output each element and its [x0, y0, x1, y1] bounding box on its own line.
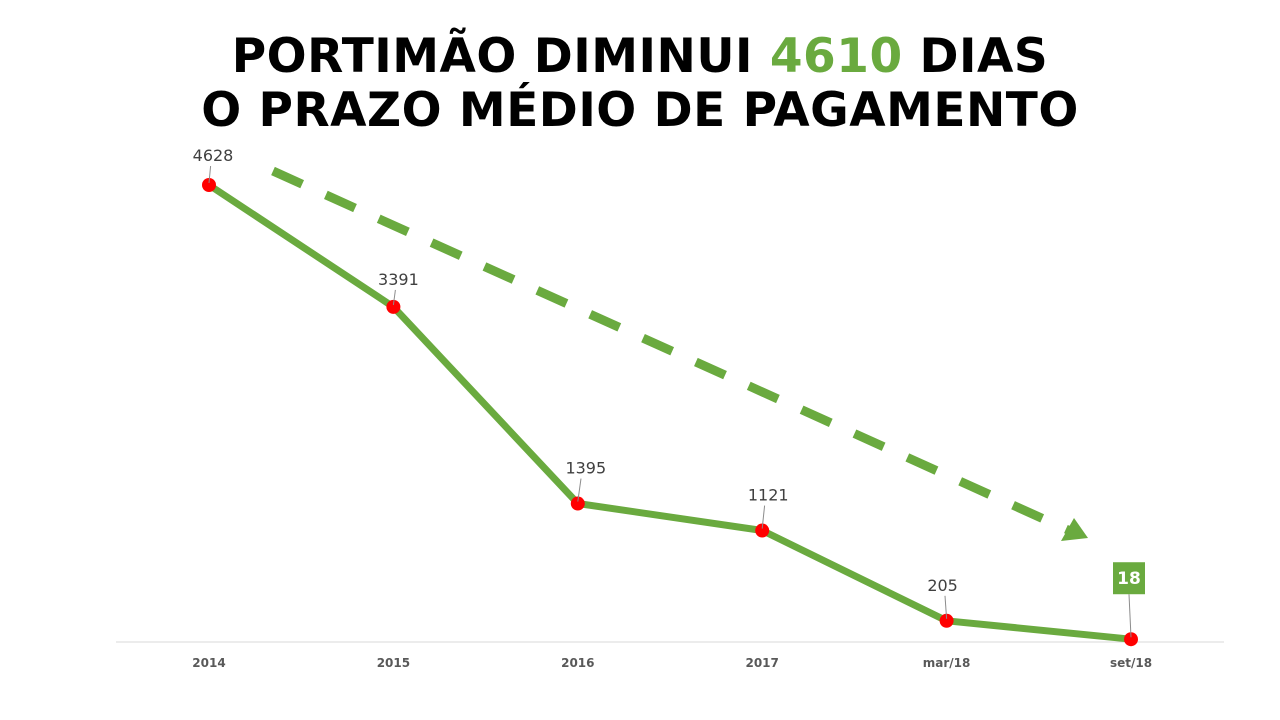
leader-line-mar-18	[944, 595, 948, 619]
chart-title: PORTIMÃO DIMINUI 4610 DIAS O PRAZO MÉDIO…	[0, 30, 1280, 138]
data-labels: 4628 3391 1395 1121 205 18	[193, 146, 1145, 638]
x-tick-set-18: set/18	[1110, 656, 1152, 670]
x-tick-2017: 2017	[745, 656, 778, 670]
data-label-2014: 4628	[193, 146, 234, 165]
x-tick-mar-18: mar/18	[923, 656, 971, 670]
highlight-callout-box	[1113, 562, 1145, 595]
data-label-2015: 3391	[378, 270, 419, 289]
data-point-set-18	[1124, 632, 1138, 647]
title-line-1-before: PORTIMÃO DIMINUI	[231, 29, 770, 84]
x-axis-ticks: 2014 2015 2016 2017 mar/18 set/18	[192, 656, 1152, 670]
leader-line-2015	[392, 289, 396, 305]
data-label-2016: 1395	[565, 459, 606, 478]
leader-line-2016	[577, 478, 582, 502]
data-label-mar-18: 205	[927, 576, 958, 595]
title-highlight-number: 4610	[769, 29, 903, 84]
trend-arrowhead	[1061, 518, 1088, 541]
leader-line-highlight	[1128, 594, 1132, 638]
data-point-2014	[202, 178, 216, 192]
leader-line-2014	[208, 165, 212, 184]
data-point-mar-18	[939, 613, 954, 628]
title-line-2: O PRAZO MÉDIO DE PAGAMENTO	[201, 83, 1079, 138]
leader-line-2017	[761, 505, 766, 529]
title-line-1: PORTIMÃO DIMINUI 4610 DIAS	[0, 30, 1280, 84]
series-layer	[202, 178, 1138, 647]
data-point-2015	[386, 299, 401, 314]
series-line	[205, 181, 1135, 643]
data-label-2017: 1121	[748, 486, 789, 505]
data-point-2016	[570, 496, 585, 511]
x-tick-2016: 2016	[561, 656, 594, 670]
highlight-callout-value: 18	[1117, 569, 1141, 589]
data-point-2017	[755, 523, 770, 538]
x-tick-2015: 2015	[377, 656, 410, 670]
trend-arrow	[271, 166, 1070, 535]
title-line-1-after: DIAS	[902, 29, 1049, 84]
x-tick-2014: 2014	[192, 656, 225, 670]
